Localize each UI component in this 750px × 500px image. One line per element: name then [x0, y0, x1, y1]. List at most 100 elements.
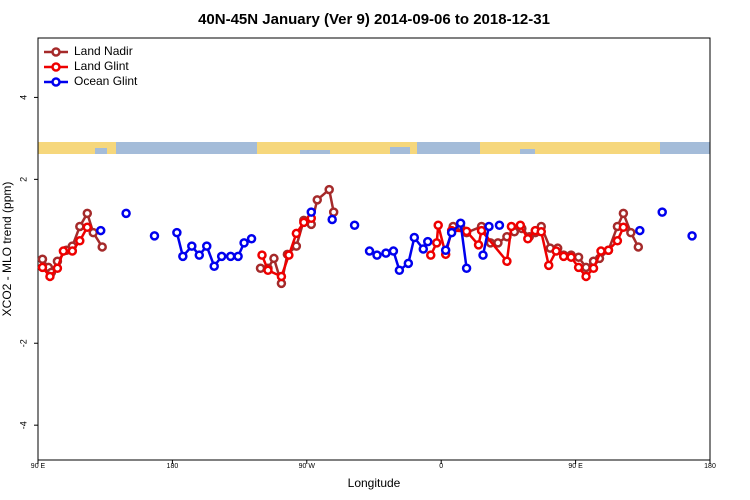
data-point [603, 245, 614, 255]
data-point [461, 263, 472, 274]
data-point [515, 220, 526, 230]
y-tick-label: 2 [18, 177, 28, 182]
data-point [58, 246, 69, 256]
data-point [506, 221, 517, 232]
x-tick-label: 90 E [31, 463, 46, 470]
data-point [687, 231, 697, 241]
legend-marker [51, 62, 61, 72]
series-line [175, 232, 253, 269]
data-point [349, 220, 360, 230]
data-point [618, 222, 629, 233]
data-point [478, 250, 488, 260]
data-point [306, 207, 317, 217]
data-point [95, 225, 106, 236]
data-point [52, 263, 63, 274]
data-point [657, 207, 667, 217]
data-point [551, 246, 561, 256]
legend-marker [51, 77, 61, 87]
legend-label: Ocean Glint [74, 74, 138, 88]
data-point [626, 227, 636, 238]
data-point [291, 228, 302, 239]
data-point [97, 242, 107, 252]
series-line [481, 226, 491, 256]
data-point [394, 265, 405, 276]
data-point [82, 208, 93, 219]
data-point [431, 238, 442, 248]
data-point [269, 253, 279, 264]
data-point [172, 227, 182, 238]
data-point [82, 222, 93, 233]
legend-label: Land Nadir [74, 44, 133, 58]
data-point [633, 242, 644, 252]
data-point [612, 236, 623, 246]
data-point [388, 246, 399, 256]
data-point [201, 241, 212, 251]
data-point [372, 250, 382, 260]
data-point [484, 221, 494, 232]
data-point [216, 251, 227, 262]
data-point [37, 254, 48, 264]
data-point [476, 225, 487, 236]
data-point [75, 221, 85, 232]
data-point [149, 231, 160, 241]
data-point [299, 217, 309, 228]
data-point [178, 251, 188, 262]
data-point [209, 261, 219, 271]
data-point [246, 234, 257, 244]
data-point [409, 232, 420, 243]
data-point [473, 240, 484, 250]
data-point [566, 252, 576, 262]
map-strip [38, 142, 710, 154]
data-point [67, 246, 78, 256]
x-tick-label: 180 [704, 463, 716, 470]
y-tick-label: -4 [18, 421, 28, 429]
data-point [233, 251, 243, 262]
data-point [45, 271, 55, 282]
data-point [324, 184, 334, 195]
x-tick-label: 90 E [568, 463, 583, 470]
data-point [440, 245, 451, 255]
data-point [225, 251, 236, 262]
data-point [543, 260, 554, 271]
y-axis-label: XCO2 - MLO trend (ppm) [0, 182, 14, 317]
data-point [502, 256, 512, 267]
data-point [493, 238, 503, 248]
data-point [403, 258, 414, 269]
data-point [255, 263, 266, 274]
data-point [523, 234, 533, 244]
data-point [536, 227, 547, 237]
x-axis-label: Longitude [348, 476, 401, 490]
data-point [328, 207, 339, 217]
data-point [187, 241, 197, 251]
y-tick-label: 4 [18, 95, 28, 100]
legend-label: Land Glint [74, 59, 129, 73]
data-point [558, 251, 569, 262]
data-point [194, 250, 205, 260]
data-point [423, 236, 433, 247]
data-point [312, 195, 323, 205]
y-tick-label: -2 [18, 339, 28, 347]
series-line [444, 220, 468, 269]
data-point [581, 271, 591, 282]
data-point [596, 246, 606, 256]
data-point [263, 265, 273, 276]
x-tick-label: 0 [439, 463, 443, 470]
data-point [276, 271, 287, 282]
data-point [75, 236, 85, 246]
chart-title: 40N-45N January (Ver 9) 2014-09-06 to 20… [198, 11, 550, 28]
legend-marker [51, 47, 61, 57]
data-point [425, 250, 436, 260]
data-point [239, 238, 249, 248]
data-point [461, 226, 472, 237]
data-point [418, 244, 429, 254]
data-point [284, 250, 294, 260]
data-point [433, 220, 443, 230]
data-point [573, 252, 584, 262]
data-point [581, 262, 591, 273]
x-tick-label: 90 W [299, 463, 316, 470]
data-point [618, 208, 629, 219]
data-point [494, 220, 505, 230]
data-point [364, 246, 375, 256]
data-point [446, 227, 457, 238]
